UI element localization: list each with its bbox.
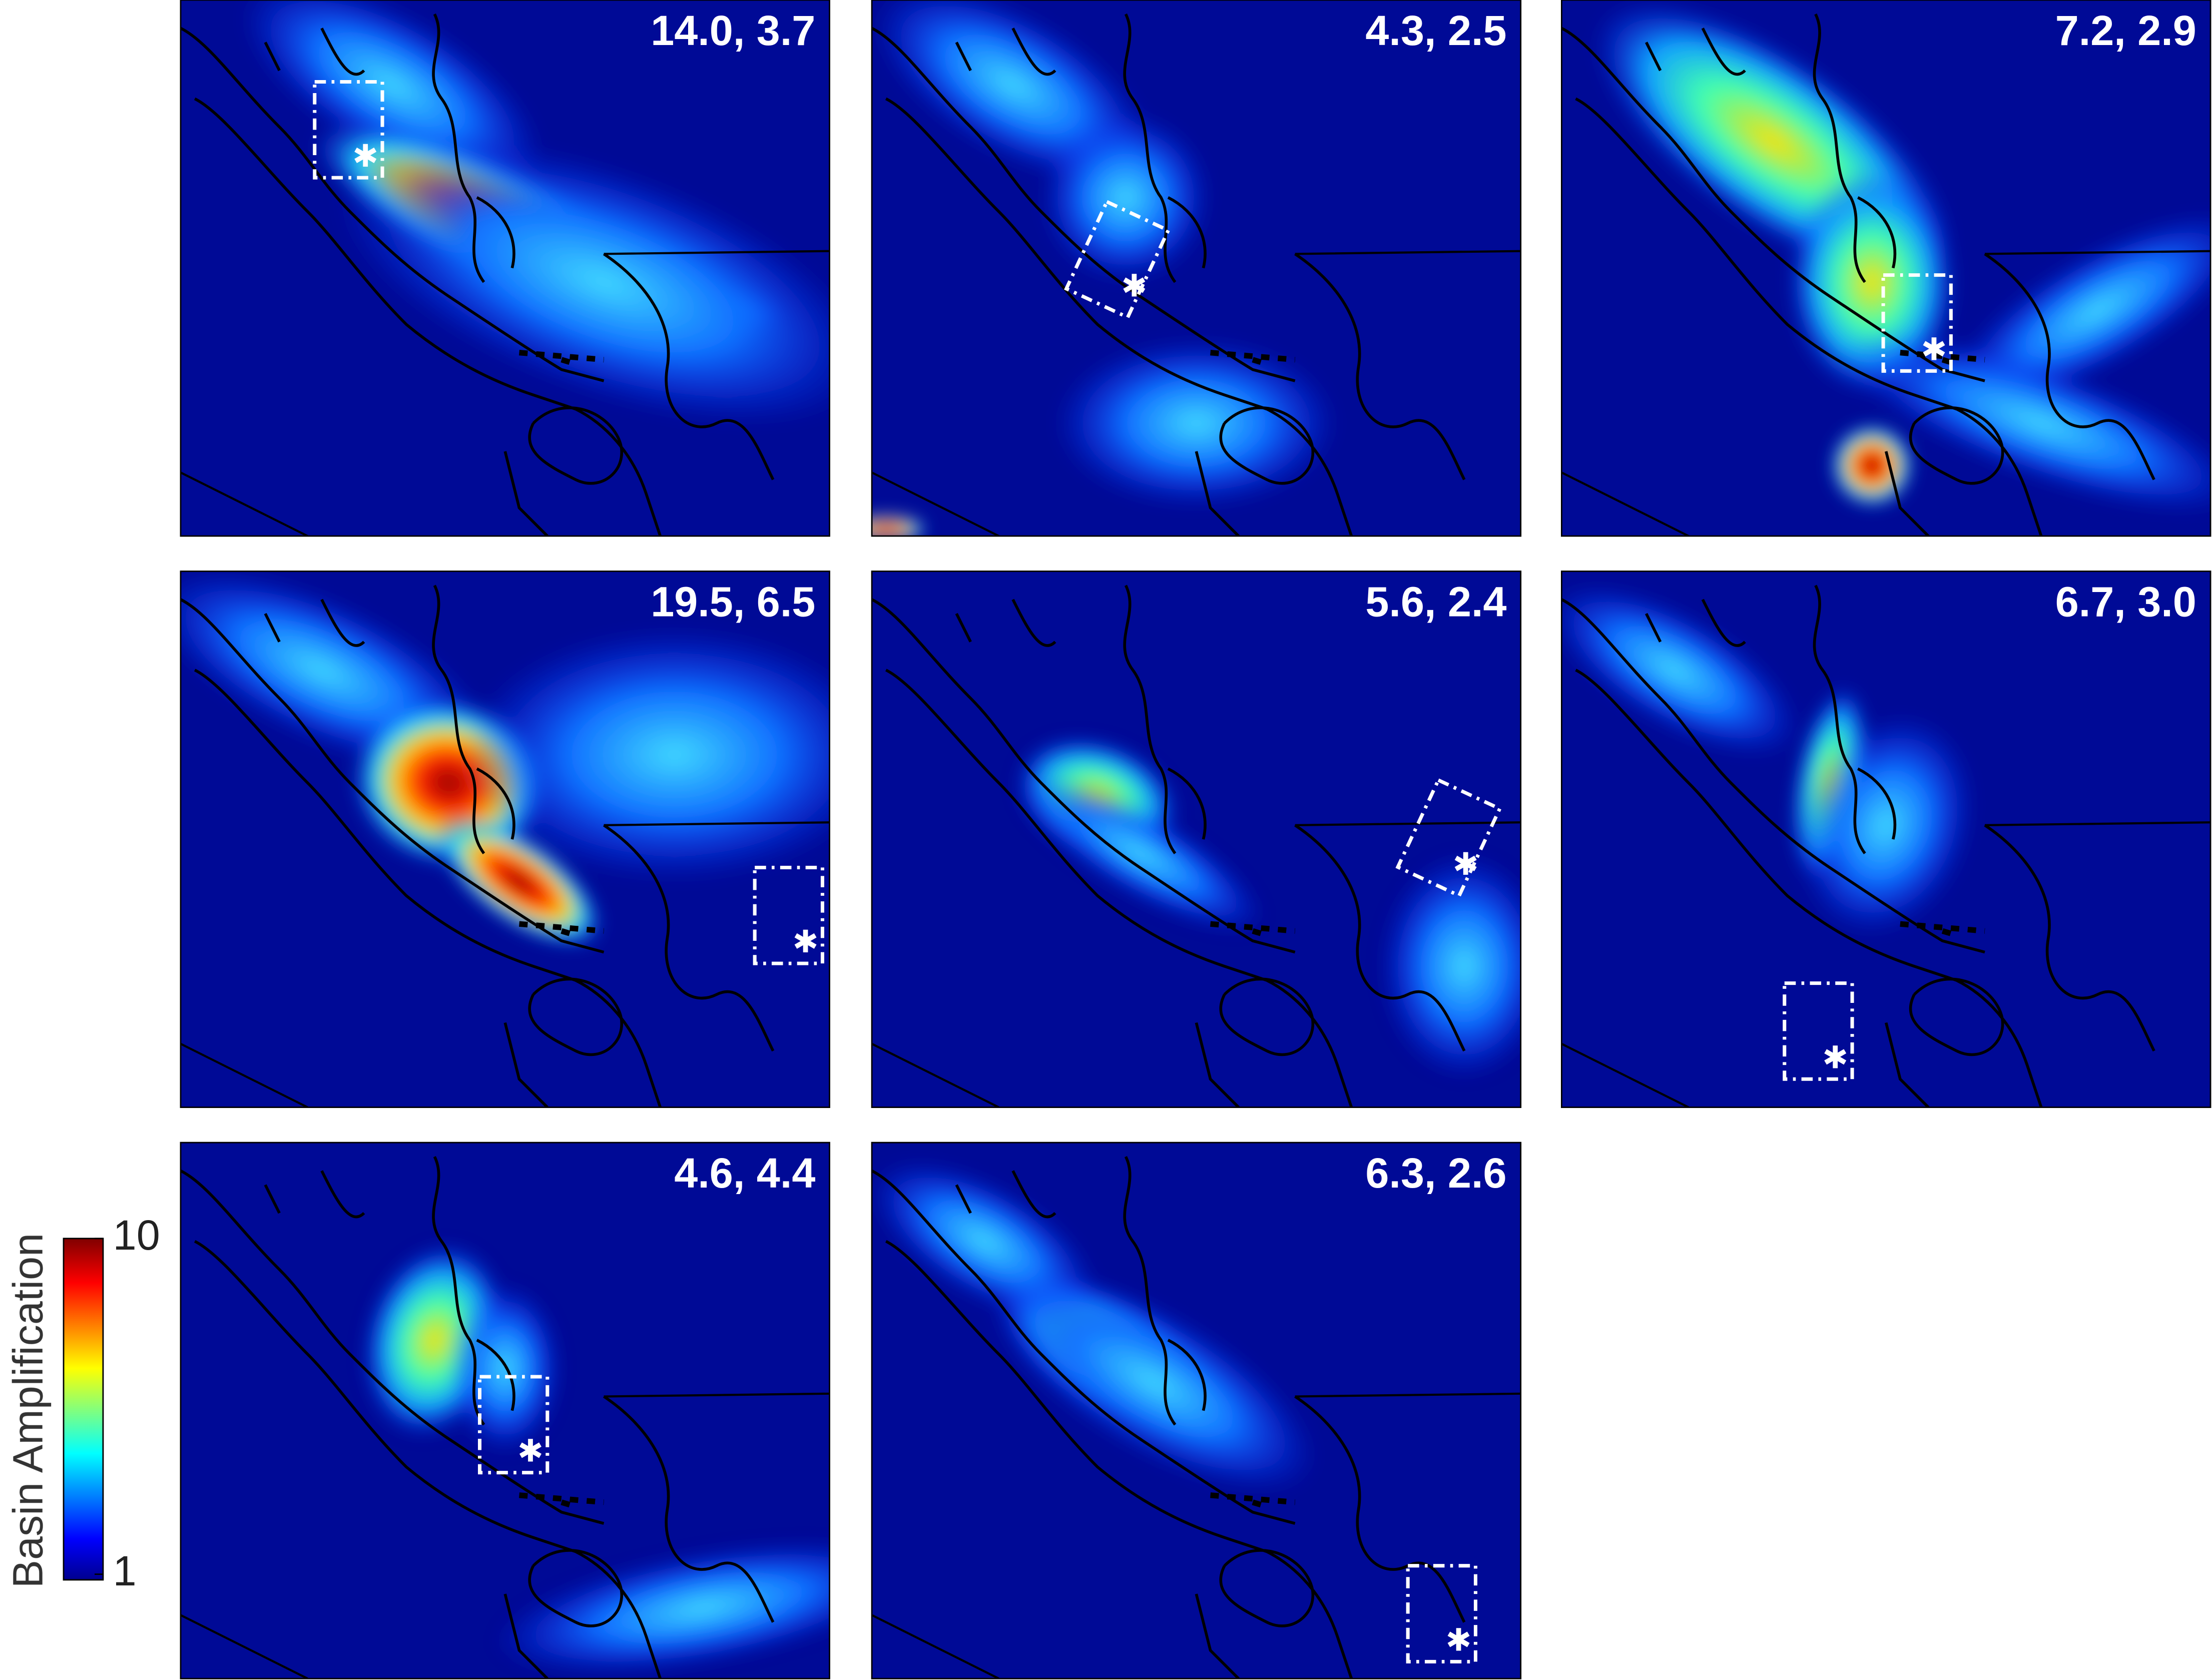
source-box: [478, 1375, 549, 1475]
amplification-field: [1015, 736, 1521, 1079]
panel-label: 5.6, 2.4: [1365, 578, 1506, 626]
panel-label: 4.6, 4.4: [674, 1149, 815, 1197]
amplification-field: [1593, 1, 2210, 513]
panel-frame: [180, 0, 830, 537]
map-content: ✱: [872, 1143, 1521, 1679]
map-panel: ✱ 4.3, 2.5: [871, 0, 1522, 537]
amplification-blob: [241, 0, 543, 189]
map-content: ✱: [180, 571, 830, 1107]
source-box: [1881, 273, 1953, 373]
amplification-blob: [991, 1272, 1317, 1493]
amplification-blob: [1015, 774, 1264, 933]
amplification-blob: [1798, 715, 1975, 935]
colorbar-tick-label: 1: [113, 1547, 137, 1594]
panel-frame: [871, 571, 1522, 1108]
epicenter: ✱: [1446, 1623, 1472, 1657]
epicenter: ✱: [1453, 847, 1479, 882]
amplification-blob: [1041, 113, 1211, 282]
source-box: [753, 865, 824, 965]
amplification-blob: [872, 1161, 1098, 1322]
panel-label: 6.3, 2.6: [1365, 1149, 1506, 1197]
source-box: [1395, 778, 1502, 898]
panel-label: 14.0, 3.7: [651, 7, 815, 54]
map-panel: ✱ 6.3, 2.6: [871, 1142, 1522, 1679]
map-panel: ✱ 7.2, 2.9: [1561, 0, 2211, 537]
map-panel: ✱ 19.5, 6.5: [180, 571, 830, 1108]
map-panel: ✱ 6.7, 3.0: [1561, 571, 2211, 1108]
amplification-blob: [462, 628, 830, 882]
amplification-field: [1561, 584, 1975, 935]
epicenter: ✱: [517, 1434, 543, 1469]
amplification-blob: [434, 815, 604, 948]
map-content: ✱: [872, 571, 1521, 1107]
epicenter: ✱: [352, 139, 378, 174]
amplification-field: [180, 571, 830, 948]
amplification-blob: [448, 1283, 562, 1453]
amplification-blob: [336, 139, 830, 426]
panel-frame: [180, 571, 830, 1108]
amplification-field: [872, 0, 1338, 536]
panel-frame: [1561, 571, 2211, 1108]
panel-label: 4.3, 2.5: [1365, 7, 1506, 54]
panel-frame: [180, 1142, 830, 1679]
epicenter: ✱: [1121, 269, 1147, 304]
amplification-field: [361, 1243, 830, 1675]
epicenter: ✱: [1921, 332, 1947, 367]
amplification-blob: [1841, 333, 2210, 513]
colorbar: Basin Amplification 1 10: [4, 1211, 160, 1594]
map-content: ✱: [1561, 571, 2210, 1107]
map-content: ✱: [180, 1143, 830, 1679]
map-panel: ✱ 5.6, 2.4: [871, 571, 1522, 1108]
map-content: ✱: [180, 0, 830, 536]
amplification-blob: [1055, 338, 1338, 508]
amplification-blob: [1379, 853, 1521, 1079]
amplification-blob: [494, 1541, 830, 1675]
map-panel: ✱ 4.6, 4.4: [180, 1142, 830, 1679]
panel-frame: [1561, 0, 2211, 537]
colorbar-tick-label: 10: [113, 1211, 160, 1259]
panel-label: 6.7, 3.0: [2055, 578, 2196, 626]
amplification-blob: [1561, 584, 1800, 756]
amplification-field: [872, 1161, 1317, 1493]
panel-label: 19.5, 6.5: [651, 578, 815, 626]
map-content: ✱: [872, 0, 1521, 536]
epicenter: ✱: [1822, 1040, 1848, 1075]
panel-frame: [871, 1142, 1522, 1679]
amplification-blob: [872, 514, 928, 536]
epicenter: ✱: [793, 925, 819, 959]
panel-grid: ✱ 14.0, 3.7 ✱ 4.3, 2.5 ✱ 7.2, 2.9 ✱ 19.5, 6.5 ✱ 5…: [180, 0, 2211, 1679]
source-box: [313, 80, 384, 180]
amplification-field: [241, 0, 830, 426]
panel-frame: [871, 0, 1522, 537]
panel-label: 7.2, 2.9: [2055, 7, 2196, 54]
map-panel: ✱ 14.0, 3.7: [180, 0, 830, 537]
amplification-blob: [1829, 423, 1915, 508]
colorbar-ramp: [63, 1238, 104, 1581]
map-content: ✱: [1561, 0, 2210, 536]
colorbar-label: Basin Amplification: [4, 1233, 52, 1588]
